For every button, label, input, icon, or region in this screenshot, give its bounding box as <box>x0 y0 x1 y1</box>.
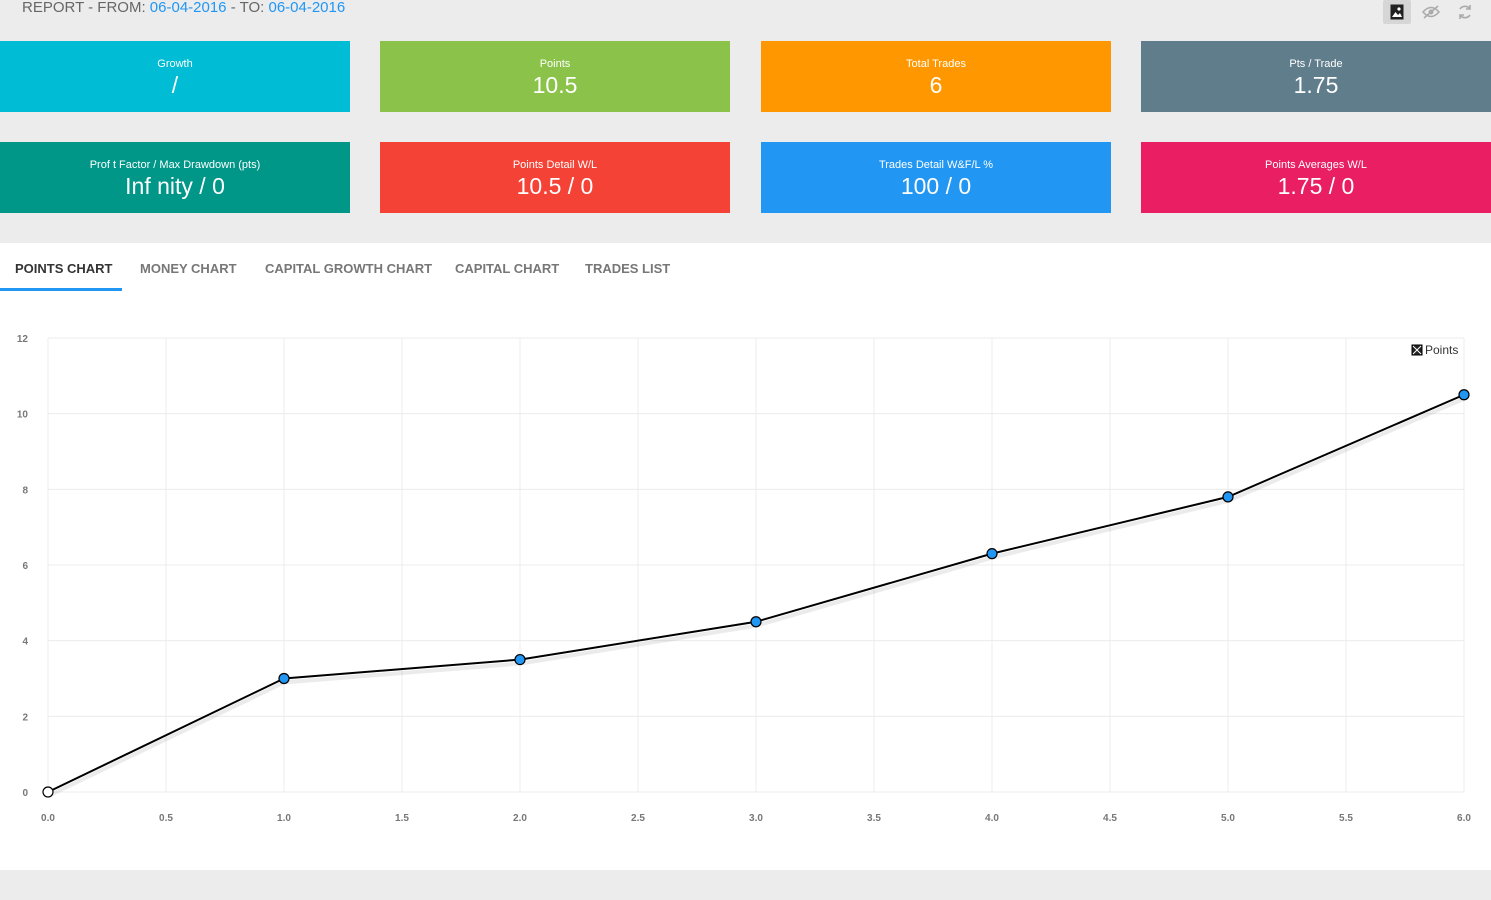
card-label: Points Detail W/L <box>512 159 598 171</box>
points-chart: 0 2 4 6 8 10 12 0.0 0.5 1.0 1.5 2.0 2.5 3.0 3.5 4.0 4.5… <box>17 334 1472 824</box>
chart-panel: POINTS CHART MONEY CHART CAPITAL GROWTH … <box>0 243 1491 870</box>
hide-button[interactable] <box>1417 0 1445 24</box>
card-value: 10.5 <box>532 72 578 98</box>
x-tick-label: 6.0 <box>1457 813 1471 824</box>
data-point <box>514 653 526 666</box>
data-point <box>1222 491 1234 503</box>
card-pts-per-trade: Pts / Trade 1.75 <box>1141 41 1491 112</box>
from-date[interactable]: 06-04-2016 <box>149 0 227 16</box>
to-date[interactable]: 06-04-2016 <box>268 0 346 16</box>
x-tick-label: 3.5 <box>867 813 881 824</box>
x-tick-label: 1.5 <box>395 813 409 824</box>
x-tick-label: 2.5 <box>631 813 645 824</box>
active-tab-indicator <box>0 288 122 291</box>
x-tick-label: 2.0 <box>513 813 527 824</box>
card-value: 1.75 <box>1293 72 1339 98</box>
card-label: Pts / Trade <box>1289 58 1343 70</box>
card-profit-factor: Prof t Factor / Max Drawdown (pts) Inf n… <box>0 142 350 213</box>
x-tick-label: 0.5 <box>159 813 173 824</box>
refresh-icon <box>1459 5 1471 19</box>
data-point <box>1458 389 1470 401</box>
x-tick-label: 1.0 <box>277 813 291 824</box>
image-icon <box>1390 4 1404 20</box>
data-point <box>42 786 54 798</box>
chart-legend[interactable]: Points <box>1411 343 1458 357</box>
y-tick-label: 2 <box>22 712 28 723</box>
tab-trades-list[interactable]: TRADES LIST <box>585 261 671 276</box>
card-label: Total Trades <box>906 58 966 70</box>
tab-money-chart[interactable]: MONEY CHART <box>140 261 237 276</box>
chart-grid <box>47 337 1465 793</box>
chart-points <box>42 389 1470 798</box>
card-value: 1.75 / 0 <box>1277 173 1355 199</box>
y-tick-label: 10 <box>17 410 29 421</box>
card-label: Growth <box>157 58 193 70</box>
card-total-trades: Total Trades 6 <box>761 41 1111 112</box>
legend-swatch-mark <box>1412 345 1422 355</box>
card-value: 100 / 0 <box>900 173 972 199</box>
hide-icon <box>1422 5 1440 19</box>
card-value: / <box>171 72 179 98</box>
card-value: 6 <box>929 72 943 98</box>
tab-points-chart[interactable]: POINTS CHART <box>15 261 113 276</box>
card-trades-detail: Trades Detail W&F/L % 100 / 0 <box>761 142 1111 213</box>
card-growth: Growth / <box>0 41 350 112</box>
x-axis-ticks: 0.0 0.5 1.0 1.5 2.0 2.5 3.0 3.5 4.0 4.5 5.0 5.5 6.0 <box>41 813 1471 824</box>
y-tick-label: 12 <box>17 334 29 345</box>
data-point <box>986 548 998 560</box>
card-label: Trades Detail W&F/L % <box>878 159 994 171</box>
card-points-detail: Points Detail W/L 10.5 / 0 <box>380 142 730 213</box>
card-points-averages: Points Averages W/L 1.75 / 0 <box>1141 142 1491 213</box>
x-tick-label: 4.5 <box>1103 813 1117 824</box>
data-point <box>278 672 290 685</box>
image-button[interactable] <box>1383 0 1411 24</box>
x-tick-label: 5.5 <box>1339 813 1353 824</box>
y-tick-label: 8 <box>22 485 28 496</box>
refresh-button[interactable] <box>1451 0 1479 24</box>
card-value: Inf nity / 0 <box>125 173 225 199</box>
data-point <box>750 616 762 628</box>
report-prefix: REPORT - FROM: <box>22 0 150 16</box>
x-tick-label: 4.0 <box>985 813 999 824</box>
card-value: 10.5 / 0 <box>516 173 594 199</box>
report-middle: - TO: <box>226 0 269 16</box>
tab-capital-growth-chart[interactable]: CAPITAL GROWTH CHART <box>265 261 433 276</box>
y-tick-label: 0 <box>22 788 28 799</box>
card-points: Points 10.5 <box>380 41 730 112</box>
y-tick-label: 4 <box>22 637 28 648</box>
card-label: Points Averages W/L <box>1265 159 1367 171</box>
tab-capital-chart[interactable]: CAPITAL CHART <box>455 261 560 276</box>
y-axis-ticks: 0 2 4 6 8 10 12 <box>17 334 29 799</box>
x-tick-label: 5.0 <box>1221 813 1235 824</box>
y-tick-label: 6 <box>22 561 28 572</box>
x-tick-label: 3.0 <box>749 813 763 824</box>
chart-tabs: POINTS CHART MONEY CHART CAPITAL GROWTH … <box>0 243 1491 291</box>
card-label: Points <box>539 58 571 70</box>
card-label: Prof t Factor / Max Drawdown (pts) <box>89 159 261 171</box>
chart-toolbar <box>1383 0 1479 24</box>
x-tick-label: 0.0 <box>41 813 55 824</box>
legend-label: Points <box>1425 343 1458 357</box>
report-header: REPORT - FROM: 06-04-2016 - TO: 06-04-20… <box>22 0 345 20</box>
